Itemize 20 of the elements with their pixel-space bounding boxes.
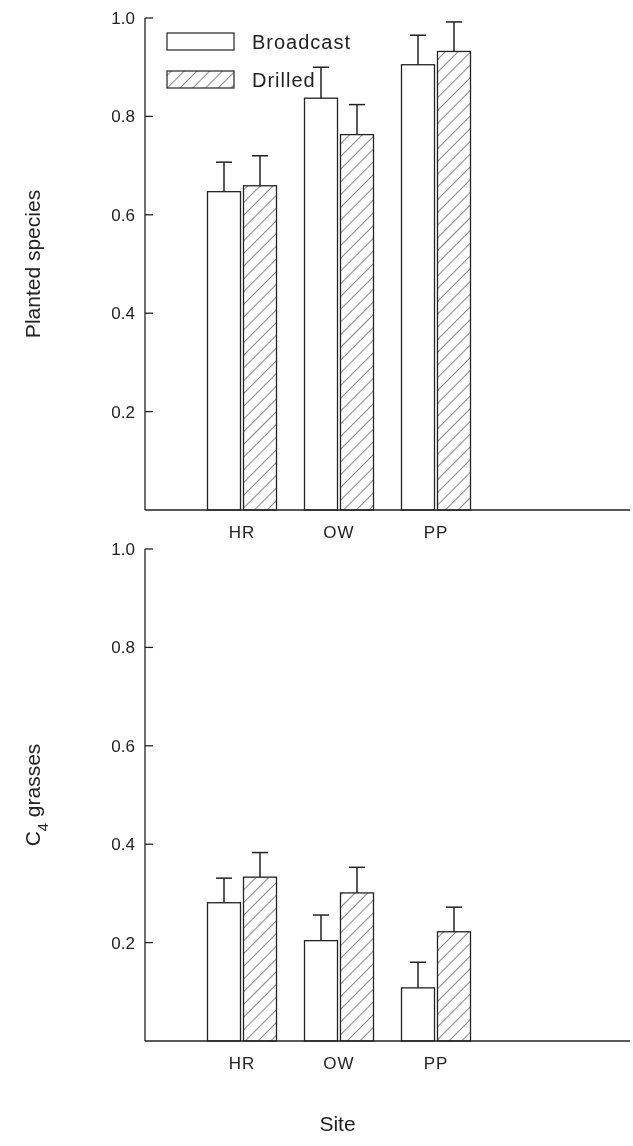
y-tick-label: 0.2: [111, 933, 135, 953]
y-tick-label: 0.6: [111, 205, 135, 225]
y-axis-title: Planted species: [21, 189, 44, 339]
y-tick-label: 0.8: [111, 107, 135, 127]
x-axis-title: Site: [319, 1112, 356, 1135]
y-tick-label: 1.0: [111, 539, 135, 559]
y-tick-label: 0.4: [111, 835, 135, 855]
y-tick-label: 1.0: [111, 8, 135, 28]
y-tick-label: 0.8: [111, 638, 135, 658]
x-tick-label: OW: [323, 523, 355, 542]
y-tick-label: 0.4: [111, 304, 135, 324]
legend-label: Drilled: [252, 69, 316, 91]
x-tick-label: HR: [228, 1054, 256, 1073]
y-tick-label: 0.6: [111, 736, 135, 756]
y-tick-label: 0.2: [111, 402, 135, 422]
x-tick-label: OW: [323, 1054, 355, 1073]
x-tick-label: PP: [423, 1054, 449, 1073]
x-tick-label: HR: [228, 523, 256, 542]
x-tick-label: PP: [423, 523, 449, 542]
legend-label: Broadcast: [252, 31, 352, 53]
